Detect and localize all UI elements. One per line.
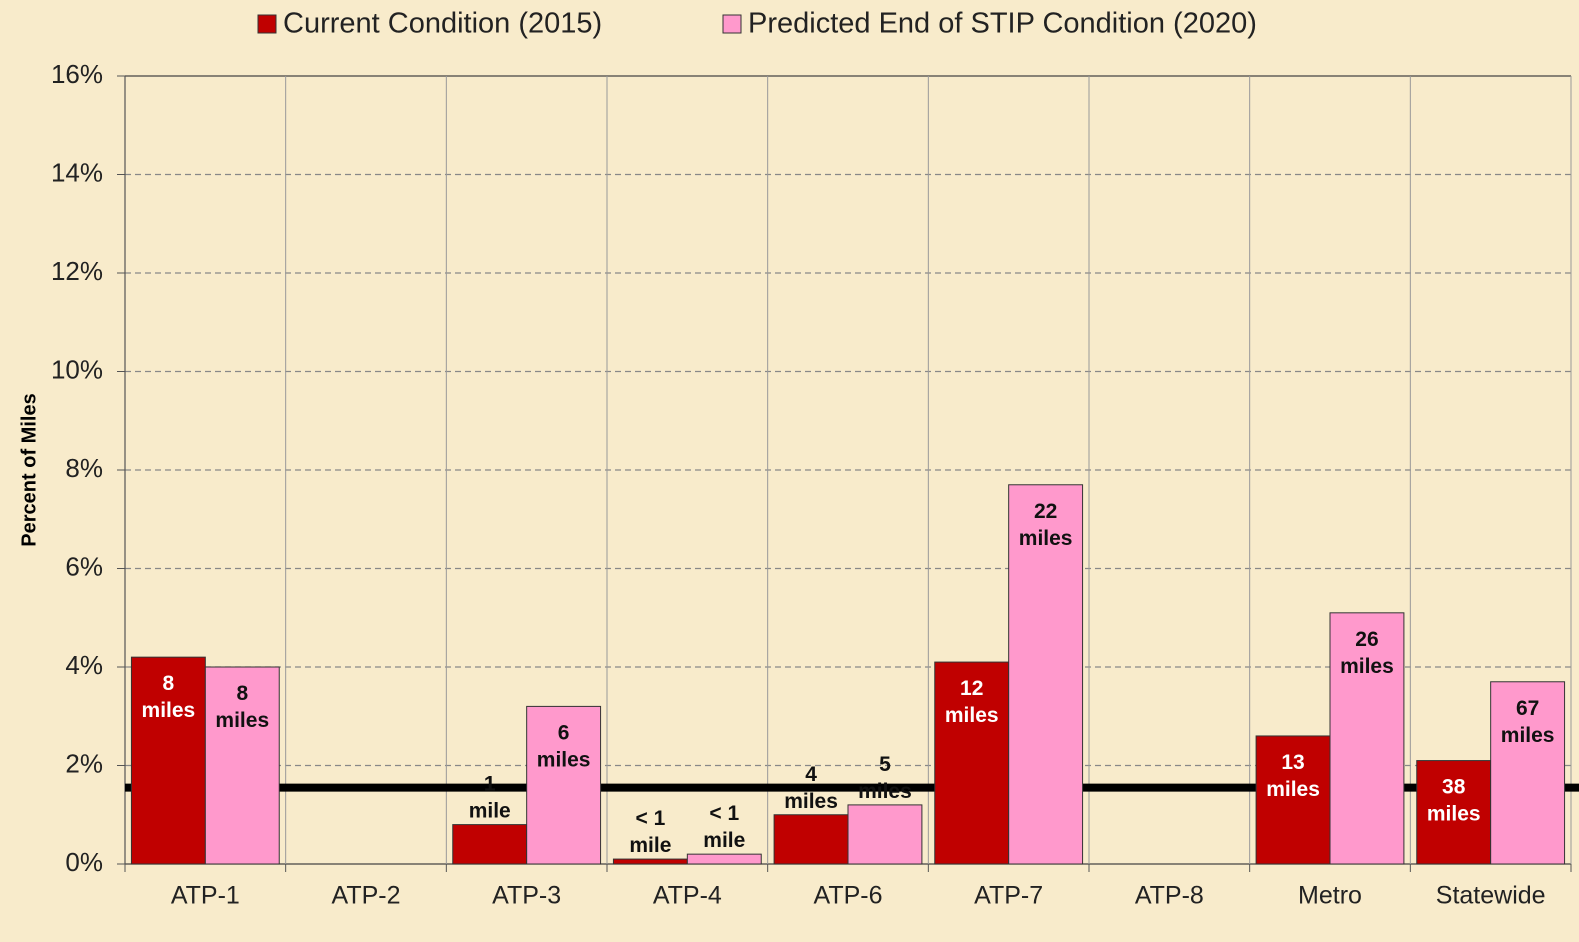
data-label-line: 22 xyxy=(1034,499,1057,522)
data-label-line: miles xyxy=(945,704,999,727)
x-tick-label: ATP-6 xyxy=(814,882,883,910)
data-label-line: miles xyxy=(142,699,196,722)
data-label: 13 miles xyxy=(1266,750,1320,800)
data-label: 22 miles xyxy=(1019,499,1073,549)
y-tick-label: 16% xyxy=(51,59,103,89)
y-tick-label: 8% xyxy=(65,453,103,483)
data-label-line: 6 xyxy=(558,721,570,744)
data-label-line: miles xyxy=(537,748,591,771)
bar xyxy=(1490,681,1566,865)
x-tick-label: ATP-3 xyxy=(492,882,561,910)
data-label: 67 miles xyxy=(1501,696,1555,746)
data-label-line: mile xyxy=(703,829,745,852)
bar xyxy=(612,858,688,865)
data-label-line: 8 xyxy=(236,682,248,705)
x-tick-label: ATP-8 xyxy=(1135,882,1204,910)
data-label-line: miles xyxy=(1427,802,1481,825)
x-tick-label: Statewide xyxy=(1436,882,1546,910)
bar xyxy=(130,656,206,865)
data-label: 12 miles xyxy=(945,677,999,727)
x-tick-label: Metro xyxy=(1298,882,1362,910)
y-tick-label: 6% xyxy=(65,551,103,581)
data-label-line: 5 xyxy=(879,752,891,775)
data-label-line: 38 xyxy=(1442,775,1466,798)
data-label: < 1 mile xyxy=(703,802,745,852)
data-label-line: 67 xyxy=(1516,696,1539,719)
data-label-line: 12 xyxy=(960,677,983,700)
data-label: 8 miles xyxy=(215,682,269,732)
y-axis-label: Percent of Miles xyxy=(18,393,40,546)
data-label-line: 8 xyxy=(163,672,175,695)
bar xyxy=(686,853,762,865)
data-label-line: miles xyxy=(784,789,838,812)
data-label-line: < 1 xyxy=(709,802,739,825)
x-tick-label: ATP-2 xyxy=(332,882,401,910)
data-label-line: miles xyxy=(858,779,912,802)
data-label-line: miles xyxy=(1501,723,1555,746)
x-tick-label: ATP-4 xyxy=(653,882,722,910)
bar xyxy=(934,661,1010,865)
data-label: 1 mile xyxy=(469,772,511,822)
y-tick-label: 10% xyxy=(51,354,103,384)
data-label: 38 miles xyxy=(1427,775,1481,825)
data-label-line: mile xyxy=(629,834,671,857)
data-label-line: miles xyxy=(1340,654,1394,677)
x-tick-label: ATP-7 xyxy=(974,882,1043,910)
data-label-line: mile xyxy=(469,799,511,822)
data-label: 8 miles xyxy=(142,672,196,722)
data-label: < 1 mile xyxy=(629,807,671,857)
bar xyxy=(1329,612,1405,865)
data-label-line: miles xyxy=(1019,526,1073,549)
bar xyxy=(773,814,849,865)
legend-label: Current Condition (2015) xyxy=(283,8,602,40)
bar xyxy=(1255,735,1331,865)
bar xyxy=(847,804,923,865)
bar xyxy=(452,824,528,865)
data-label-line: 13 xyxy=(1281,750,1304,773)
legend-label: Predicted End of STIP Condition (2020) xyxy=(748,8,1257,40)
data-label-line: 1 xyxy=(484,772,496,795)
data-label: 6 miles xyxy=(537,721,591,771)
bar xyxy=(204,666,280,865)
data-label: 4 miles xyxy=(784,762,838,812)
legend-swatch xyxy=(257,14,277,34)
legend-swatch xyxy=(722,14,742,34)
data-label: 5 miles xyxy=(858,752,912,802)
data-label-line: miles xyxy=(215,709,269,732)
y-tick-label: 12% xyxy=(51,256,103,286)
bar xyxy=(526,705,602,865)
data-label-line: 26 xyxy=(1355,627,1378,650)
data-label-line: < 1 xyxy=(635,807,665,830)
y-tick-label: 0% xyxy=(65,847,103,877)
y-tick-label: 4% xyxy=(65,650,103,680)
x-tick-label: ATP-1 xyxy=(171,882,240,910)
bar xyxy=(1008,484,1084,865)
data-label: 26 miles xyxy=(1340,627,1394,677)
y-tick-label: 14% xyxy=(51,157,103,187)
y-tick-label: 2% xyxy=(65,748,103,778)
data-label-line: 4 xyxy=(805,762,817,785)
data-label-line: miles xyxy=(1266,777,1320,800)
